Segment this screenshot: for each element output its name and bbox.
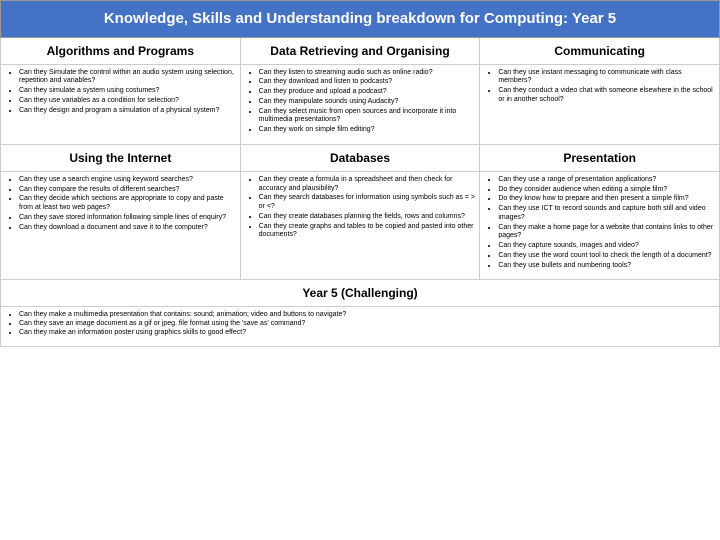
cell-internet: Can they use a search engine using keywo… (1, 172, 241, 281)
list-item: Can they create a formula in a spreadshe… (259, 176, 476, 194)
header-internet: Using the Internet (1, 145, 241, 172)
list-item: Can they use bullets and numbering tools… (498, 262, 715, 271)
cell-data-retrieving: Can they listen to streaming audio such … (241, 65, 481, 145)
list-item: Can they simulate a system using costume… (19, 87, 236, 96)
list-item: Can they save an image document as a gif… (19, 320, 715, 329)
list-item: Can they use ICT to record sounds and ca… (498, 205, 715, 223)
list-item: Can they make an information poster usin… (19, 329, 715, 338)
header-algorithms: Algorithms and Programs (1, 38, 241, 65)
header-communicating: Communicating (480, 38, 720, 65)
list-item: Can they search databases for informatio… (259, 194, 476, 212)
header-presentation: Presentation (480, 145, 720, 172)
list-item: Can they save stored information followi… (19, 214, 236, 223)
list-item: Can they download and listen to podcasts… (259, 78, 476, 87)
list-item: Can they create graphs and tables to be … (259, 223, 476, 241)
list-item: Can they conduct a video chat with someo… (498, 87, 715, 105)
cell-communicating: Can they use instant messaging to commun… (480, 65, 720, 145)
cell-algorithms: Can they Simulate the control within an … (1, 65, 241, 145)
main-grid: Algorithms and Programs Data Retrieving … (0, 38, 720, 281)
list-item: Do they know how to prepare and then pre… (498, 195, 715, 204)
list-item: Can they make a home page for a website … (498, 224, 715, 242)
list-item: Can they Simulate the control within an … (19, 69, 236, 87)
list-item: Can they compare the results of differen… (19, 186, 236, 195)
cell-databases: Can they create a formula in a spreadshe… (241, 172, 481, 281)
list-item: Can they select music from open sources … (259, 108, 476, 126)
list-item: Can they use the word count tool to chec… (498, 252, 715, 261)
list-item: Can they work on simple film editing? (259, 126, 476, 135)
cell-challenging: Can they make a multimedia presentation … (0, 307, 720, 346)
header-challenging: Year 5 (Challenging) (0, 280, 720, 307)
list-item: Can they download a document and save it… (19, 224, 236, 233)
page-title: Knowledge, Skills and Understanding brea… (0, 0, 720, 38)
list-item: Can they manipulate sounds using Audacit… (259, 98, 476, 107)
list-item: Can they use variables as a condition fo… (19, 97, 236, 106)
list-item: Can they use instant messaging to commun… (498, 69, 715, 87)
list-item: Can they use a search engine using keywo… (19, 176, 236, 185)
list-item: Can they create databases planning the f… (259, 213, 476, 222)
list-item: Do they consider audience when editing a… (498, 186, 715, 195)
list-item: Can they use a range of presentation app… (498, 176, 715, 185)
header-databases: Databases (241, 145, 481, 172)
list-item: Can they design and program a simulation… (19, 107, 236, 116)
cell-presentation: Can they use a range of presentation app… (480, 172, 720, 281)
list-item: Can they decide which sections are appro… (19, 195, 236, 213)
header-data-retrieving: Data Retrieving and Organising (241, 38, 481, 65)
list-item: Can they produce and upload a podcast? (259, 88, 476, 97)
list-item: Can they capture sounds, images and vide… (498, 242, 715, 251)
list-item: Can they listen to streaming audio such … (259, 69, 476, 78)
list-item: Can they make a multimedia presentation … (19, 311, 715, 320)
